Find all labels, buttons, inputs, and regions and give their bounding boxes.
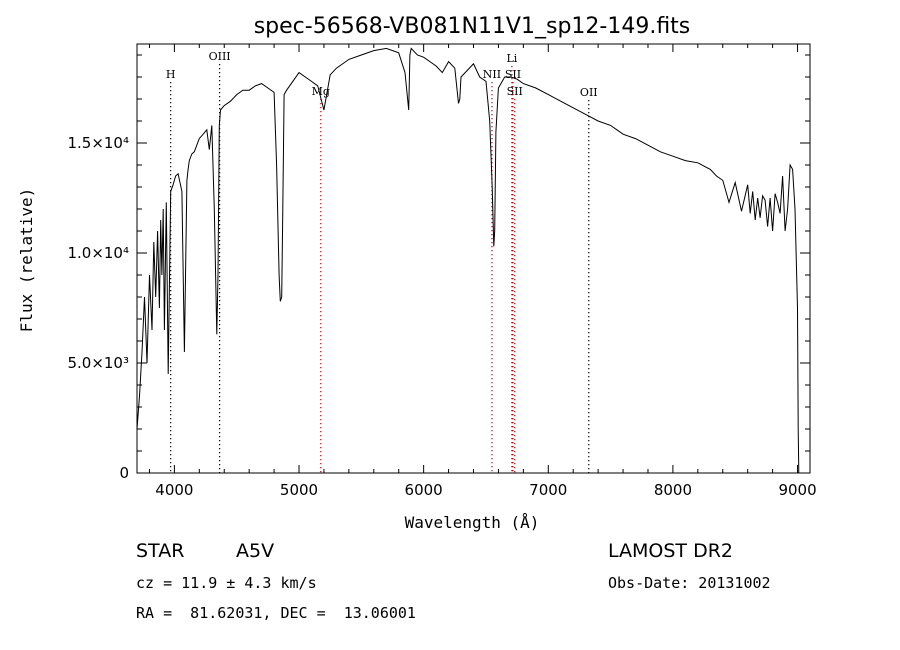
survey-name: LAMOST DR2 (608, 540, 733, 562)
x-tick-label: 6000 (405, 481, 443, 499)
reference-line-label: SII (505, 68, 521, 81)
y-tick-label: 1.5×10⁴ (67, 134, 129, 152)
y-axis-label: Flux (relative) (17, 188, 36, 333)
x-tick-label: 9000 (778, 481, 816, 499)
x-ticks: 4000 5000 6000 7000 8000 9000 (148, 44, 817, 499)
reference-line-label: Mg (312, 85, 330, 98)
x-tick-label: 4000 (155, 481, 193, 499)
y-tick-label: 0 (119, 464, 129, 482)
cz-value: cz = 11.9 ± 4.3 km/s (136, 574, 317, 592)
reference-line-label: OII (580, 86, 598, 99)
reference-line-label: NII (483, 68, 501, 81)
y-ticks: 0 5.0×10³ 1.0×10⁴ 1.5×10⁴ (67, 54, 810, 482)
reference-lines: H OIII Mg NII Li SII SII OII (166, 50, 598, 473)
y-tick-label: 1.0×10⁴ (67, 244, 129, 262)
plot-frame (136, 43, 811, 474)
reference-line-label: H (166, 68, 176, 81)
object-class: STAR (136, 540, 185, 562)
x-tick-label: 8000 (654, 481, 692, 499)
reference-line-label: Li (506, 52, 517, 65)
x-tick-label: 5000 (280, 481, 318, 499)
coordinates: RA = 81.62031, DEC = 13.06001 (136, 604, 416, 622)
reference-line-label: OIII (209, 50, 231, 63)
reference-line-label: SII (507, 85, 523, 98)
spectrum-line (136, 47, 800, 474)
obs-date: Obs-Date: 20131002 (608, 574, 771, 592)
y-tick-label: 5.0×10³ (67, 354, 129, 372)
x-tick-label: 7000 (529, 481, 567, 499)
chart-title: spec-56568-VB081N11V1_sp12-149.fits (254, 14, 691, 39)
x-axis-label: Wavelength (Å) (405, 513, 540, 532)
subclass: A5V (236, 540, 275, 562)
